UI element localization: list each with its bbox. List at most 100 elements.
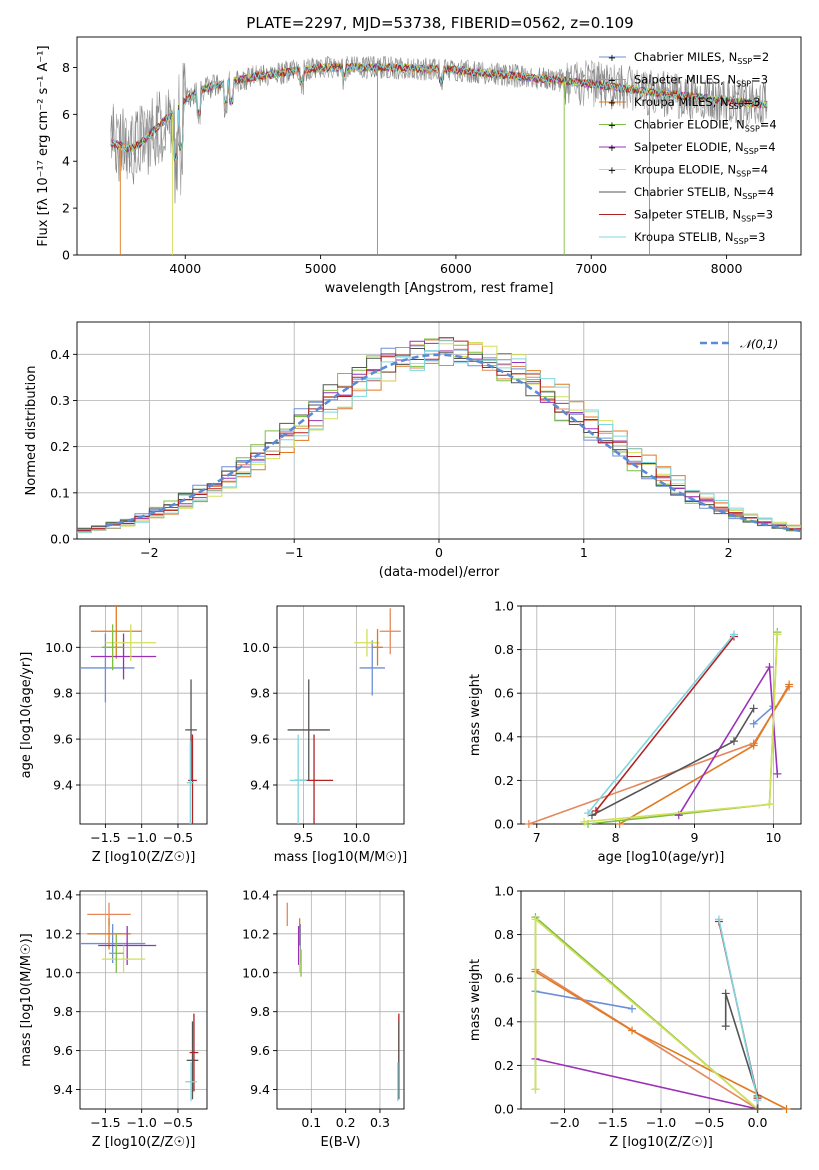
massweight-point-marker — [721, 1022, 730, 1031]
legend-nssp: =4 — [760, 118, 777, 132]
y-tick-label: 9.4 — [53, 1082, 73, 1097]
y-tick-label: 0.2 — [494, 773, 514, 788]
legend-sub: SSP — [745, 125, 760, 134]
legend-nssp: =3 — [744, 95, 761, 109]
x-axis-label: mass [log10(M/M☉)] — [274, 850, 407, 865]
y-tick-label: 0.0 — [494, 817, 514, 832]
massweight-point-marker — [753, 1105, 762, 1113]
figure-title: PLATE=2297, MJD=53738, FIBERID=0562, z=0… — [246, 14, 633, 32]
massweight-series-line — [587, 633, 735, 814]
legend-sub: SSP — [742, 192, 757, 201]
legend-nssp: =4 — [759, 140, 776, 154]
x-tick-label: 0.0 — [748, 1115, 768, 1130]
legend-entry-label: Chabrier STELIB, NSSP=4 — [634, 185, 774, 201]
x-tick-label: 0.3 — [370, 1115, 390, 1130]
legend-fit-name: Kroupa ELODIE — [634, 163, 720, 177]
massweight-point-marker — [773, 630, 782, 639]
legend-sub: SSP — [737, 57, 752, 66]
legend-entry-label: Kroupa STELIB, NSSP=3 — [634, 230, 765, 246]
y-tick-label: 0.8 — [494, 642, 514, 657]
axes-frame — [79, 890, 208, 1110]
massweight-point-marker — [714, 915, 723, 924]
x-tick-label: 9.5 — [294, 830, 314, 845]
y-tick-label: 0.1 — [50, 485, 70, 500]
y-axis-label: Normed distribution — [24, 366, 39, 496]
legend-entry-label: Kroupa ELODIE, NSSP=4 — [634, 163, 768, 179]
y-tick-label: 4 — [62, 154, 70, 169]
legend-sub: SSP — [734, 237, 749, 246]
y-tick-label: 0.6 — [494, 971, 514, 986]
axes-frame — [276, 890, 405, 1110]
y-tick-label: 1.0 — [494, 599, 514, 614]
legend-entry-label: Salpeter ELODIE, NSSP=4 — [634, 140, 776, 156]
normal-curve-line — [105, 353, 801, 533]
axes-frame — [76, 321, 802, 540]
legend-sub: SSP — [729, 102, 744, 111]
massweight-series-line — [591, 708, 755, 817]
massweight-point-marker — [749, 704, 758, 713]
spectrum-panel: 4000 5000 6000 7000 8000 0 2 4 6 8 wavelength [Ang… — [36, 36, 802, 296]
legend-sep: , N — [720, 73, 736, 87]
y-tick-label: 9.8 — [53, 686, 73, 701]
massweight-point-marker — [785, 680, 794, 689]
y-tick-label: 10.0 — [45, 965, 73, 980]
y-tick-label: 0.3 — [50, 393, 70, 408]
residual-histogram-step — [77, 340, 801, 533]
residual-histogram-panel: −2 −1 0 1 2 0.0 0.1 0.2 0.3 0.4 (data-model)/error… — [24, 321, 802, 580]
y-tick-label: 9.6 — [53, 732, 73, 747]
x-tick-label: 0 — [435, 545, 443, 560]
y-tick-label: 10.2 — [242, 926, 270, 941]
x-tick-label: 2 — [725, 545, 733, 560]
legend-sep: , N — [713, 95, 729, 109]
mass-vs-ebv-panel: 0.1 0.2 0.3 9.4 9.6 9.8 10.0 10.2 10.4 E(B-V) — [242, 887, 405, 1150]
y-axis-label: mass weight — [468, 674, 483, 756]
y-tick-label: 9.8 — [53, 1004, 73, 1019]
y-tick-label: 0 — [62, 248, 70, 263]
x-tick-label: −1.5 — [90, 1115, 120, 1130]
legend-sep: , N — [729, 118, 745, 132]
massweight-point-marker — [531, 1085, 540, 1094]
x-axis-label: Z [log10(Z/Z☉)] — [609, 1135, 713, 1150]
legend-marker: + — [608, 76, 616, 87]
legend-entry-label: Salpeter STELIB, NSSP=3 — [634, 208, 773, 224]
x-tick-label: −1 — [285, 545, 303, 560]
legend-marker: + — [608, 121, 616, 132]
legend-sep: , N — [720, 163, 736, 177]
x-axis-label: Z [log10(Z/Z☉)] — [92, 850, 196, 865]
legend-fit-name: Salpeter STELIB — [634, 208, 725, 222]
x-tick-label: −1.5 — [90, 830, 120, 845]
legend-entry-label: 𝒩(0,1) — [740, 337, 778, 351]
y-tick-label: 0.2 — [494, 1058, 514, 1073]
massweight-point-marker — [584, 809, 593, 818]
massweight-series-line — [718, 919, 759, 1101]
massweight-point-marker — [524, 820, 533, 828]
legend-entry-label: Salpeter MILES, NSSP=3 — [634, 73, 768, 89]
x-tick-label: −1.0 — [646, 1115, 676, 1130]
legend-entry-label: Kroupa MILES, NSSP=3 — [634, 95, 761, 111]
x-tick-label: −2.0 — [549, 1115, 579, 1130]
y-tick-label: 0.0 — [50, 532, 70, 547]
x-tick-label: 7000 — [575, 261, 607, 276]
x-tick-label: 6000 — [440, 261, 472, 276]
legend-sep: , N — [721, 50, 737, 64]
x-tick-label: −1.0 — [127, 1115, 157, 1130]
legend-sub: SSP — [736, 170, 751, 179]
legend-marker: + — [608, 53, 616, 64]
x-tick-label: −1.5 — [598, 1115, 628, 1130]
y-tick-label: 10.0 — [242, 640, 270, 655]
legend-fit-name: Chabrier MILES — [634, 50, 721, 64]
massweight-point-marker — [749, 719, 758, 728]
massweight-point-marker — [580, 817, 589, 826]
y-tick-label: 1.0 — [494, 884, 514, 899]
legend-fit-name: Chabrier ELODIE — [634, 118, 729, 132]
axes-frame — [520, 605, 802, 825]
x-tick-label: 5000 — [305, 261, 337, 276]
massweight-point-marker — [753, 1096, 762, 1105]
massweight-vs-metallicity-panel: −2.0 −1.5 −1.0 −0.5 0.0 0.0 0.2 0.4 0.6 0.8 1.0 Z [… — [468, 884, 802, 1150]
legend-entry-label: Chabrier ELODIE, NSSP=4 — [634, 118, 777, 134]
y-tick-label: 2 — [62, 201, 70, 216]
y-axis-label: Flux [fλ 10⁻¹⁷ erg cm⁻² s⁻¹ A⁻¹] — [36, 45, 51, 246]
legend-nssp: =2 — [752, 50, 769, 64]
x-axis-label: wavelength [Angstrom, rest frame] — [325, 281, 554, 296]
